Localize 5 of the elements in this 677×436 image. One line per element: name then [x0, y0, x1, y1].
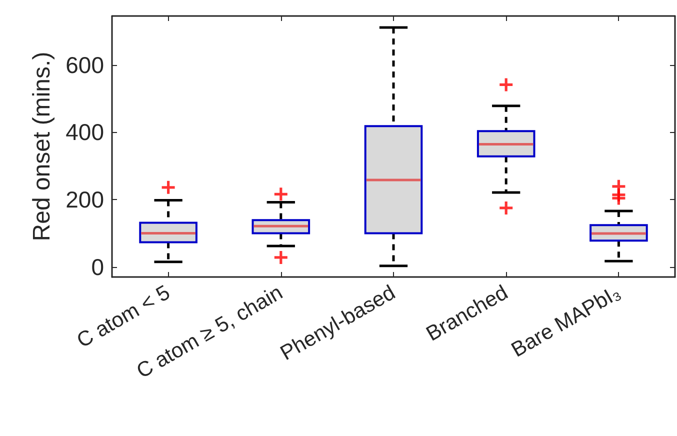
- y-tick-label: 0: [91, 254, 104, 280]
- y-axis-title: Red onset (mins.): [28, 52, 56, 242]
- y-tick-label: 200: [66, 186, 104, 213]
- y-tick-label: 400: [66, 119, 104, 146]
- y-tick-label: 600: [66, 52, 104, 78]
